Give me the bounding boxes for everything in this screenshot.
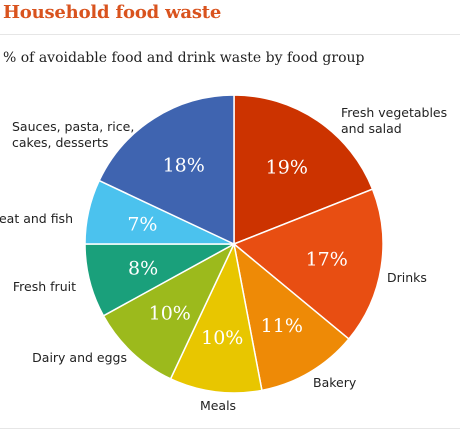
pie-slice-bakery [232, 242, 350, 392]
percentage-label: 10% [149, 302, 191, 324]
chart-subtitle: % of avoidable food and drink waste by f… [3, 50, 365, 66]
category-label-line: Meat and fish [0, 211, 73, 226]
pie-slice-sauces-pasta-rice-cakes-desserts [98, 94, 235, 246]
category-label: Drinks [387, 270, 427, 285]
category-label: Meals [200, 398, 236, 413]
percentage-label: 17% [306, 249, 348, 271]
bottom-divider [0, 428, 460, 429]
percentage-label: 10% [201, 327, 243, 349]
category-label-line: Sauces, pasta, rice, [12, 119, 134, 134]
title-divider [0, 34, 460, 35]
category-label: Sauces, pasta, rice, cakes, desserts [12, 119, 134, 150]
category-label: Fresh vegetables and salad [341, 105, 447, 136]
pie-slice-meals [169, 241, 263, 394]
percentage-labels: 19% 17% 11% 10% 10% 8% 7% 18% [127, 155, 348, 349]
category-label-line: Drinks [387, 270, 427, 285]
category-label: Fresh fruit [13, 279, 76, 294]
pie-slice-fresh-vegetables-and-salad [233, 94, 374, 246]
category-label-line: Meals [200, 398, 236, 413]
category-label-line: Dairy and eggs [32, 350, 127, 365]
percentage-label: 11% [261, 315, 303, 337]
category-label-line: Fresh vegetables [341, 105, 447, 120]
pie-slice-drinks [232, 188, 384, 341]
percentage-label: 19% [266, 156, 308, 178]
percentage-label: 8% [128, 257, 158, 279]
pie-slices [84, 94, 384, 394]
category-label: Dairy and eggs [32, 350, 127, 365]
category-label-line: Bakery [313, 375, 357, 390]
category-label-line: Fresh fruit [13, 279, 76, 294]
chart-title: Household food waste [3, 2, 222, 23]
pie-slice-dairy-and-eggs [102, 242, 236, 380]
category-label-line: cakes, desserts [12, 135, 108, 150]
category-labels: Fresh vegetables and salad Drinks Bakery Mea… [0, 105, 447, 413]
category-label-line: and salad [341, 121, 402, 136]
category-label: Meat and fish [0, 211, 73, 226]
category-label: Bakery [313, 375, 357, 390]
percentage-label: 18% [163, 155, 205, 177]
percentage-label: 7% [127, 214, 157, 236]
